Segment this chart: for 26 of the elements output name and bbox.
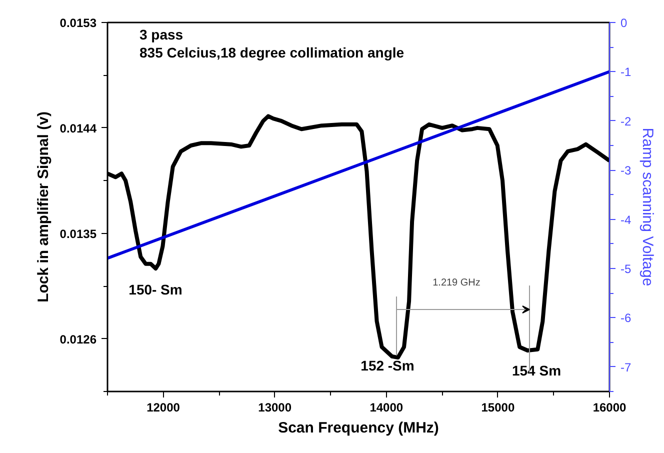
y2-tick-label: -5 xyxy=(620,262,632,276)
annotation: 3 pass xyxy=(140,26,184,42)
y2-tick-label: -7 xyxy=(620,360,632,374)
y2-tick-label: -2 xyxy=(620,114,632,128)
x-tick-label: 15000 xyxy=(481,400,515,414)
y-tick-label: 0.0153 xyxy=(60,16,97,30)
x-tick-label: 13000 xyxy=(258,400,292,414)
x-axis-title: Scan Frequency (MHz) xyxy=(278,420,439,436)
y-tick-label: 0.0144 xyxy=(60,121,97,136)
x-tick-label: 16000 xyxy=(592,400,627,414)
annotation: 152 -Sm xyxy=(360,358,414,374)
y2-tick-label: 0 xyxy=(620,16,628,30)
x-tick-label: 12000 xyxy=(146,400,180,414)
y-tick-label: 0.0126 xyxy=(60,332,97,346)
annotation: 150- Sm xyxy=(128,282,182,298)
y2-tick-label: -4 xyxy=(620,212,632,227)
y2-tick-label: -6 xyxy=(620,311,632,326)
x-tick-label: 14000 xyxy=(370,400,404,414)
annotation: 1.219 GHz xyxy=(432,278,480,288)
annotation: 835 Celcius,18 degree collimation angle xyxy=(140,44,404,60)
y2-tick-label: -3 xyxy=(620,164,632,178)
y2-tick-label: -1 xyxy=(620,65,632,80)
y-tick-label: 0.0135 xyxy=(60,226,97,241)
annotation: 154 Sm xyxy=(512,362,562,378)
y-axis-title: Lock in amplifier Signal (v) xyxy=(34,112,52,302)
y2-axis-title: Ramp scanning Voltage xyxy=(639,128,656,286)
